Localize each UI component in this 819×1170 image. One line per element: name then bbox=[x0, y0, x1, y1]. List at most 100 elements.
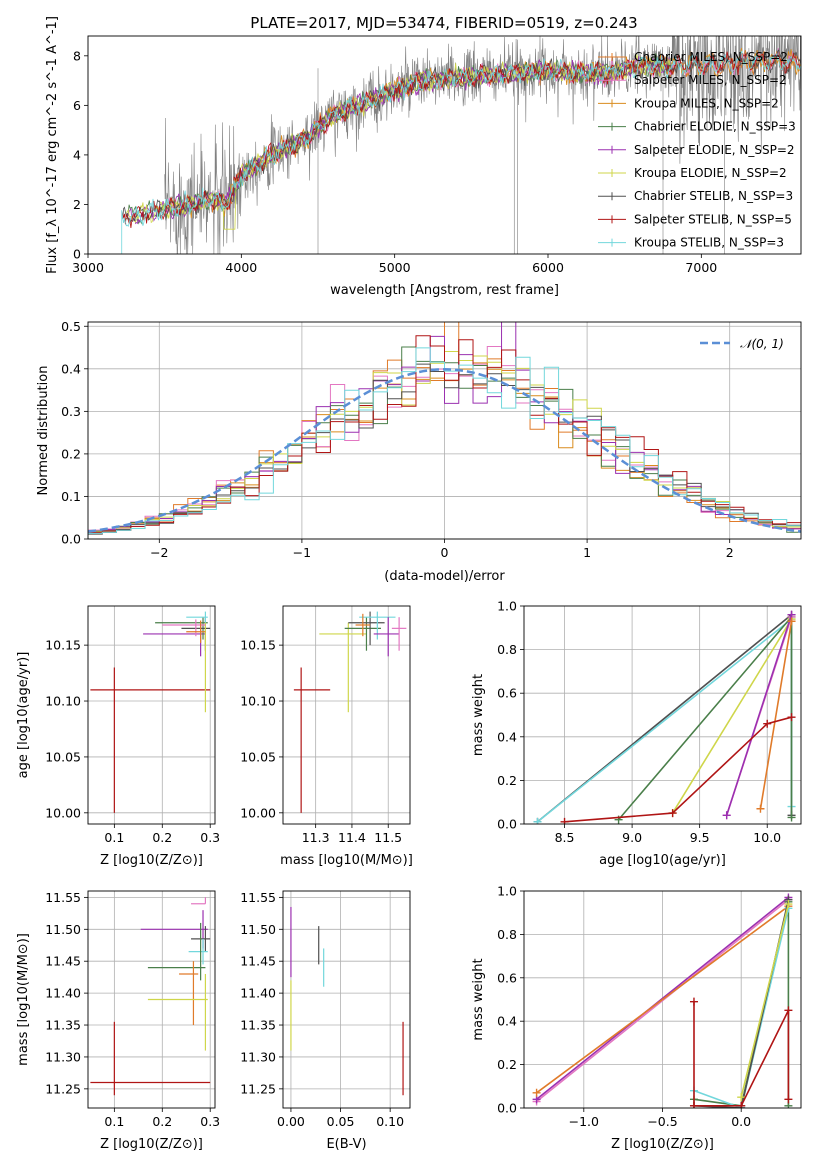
mass-vs-EBV-xtick-label: 0.10 bbox=[376, 1114, 404, 1129]
weight-vs-age-series-point bbox=[787, 813, 796, 822]
spectrum-legend-label: Chabrier MILES, N_SSP=2 bbox=[634, 50, 788, 64]
mass-vs-Z-ytick-label: 11.50 bbox=[45, 922, 81, 937]
weight-vs-age-xtick-label: 8.5 bbox=[555, 830, 575, 845]
residuals-ytick-label: 0.5 bbox=[61, 319, 81, 334]
spectrum-ytick-label: 2 bbox=[73, 197, 81, 212]
weight-vs-Z-series-line bbox=[740, 903, 790, 1098]
weight-vs-age-series-point bbox=[668, 809, 677, 818]
weight-vs-age-plot bbox=[533, 610, 796, 824]
mass-vs-Z-frame bbox=[87, 890, 216, 1109]
weight-vs-age-xtick-label: 9.5 bbox=[690, 830, 710, 845]
residuals-xtick-label: 2 bbox=[726, 545, 734, 560]
weight-vs-Z-ylabel: mass weight bbox=[471, 958, 486, 1040]
weight-vs-age-series-point bbox=[560, 817, 569, 824]
weight-vs-age-ytick-label: 0.2 bbox=[497, 773, 517, 788]
mass-vs-Z-plot bbox=[90, 897, 211, 1096]
mass-vs-EBV-ytick-label: 11.55 bbox=[240, 890, 276, 905]
spectrum-ytick-label: 8 bbox=[73, 48, 81, 63]
spectrum-frame bbox=[87, 35, 802, 255]
mass-vs-EBV-xtick-label: 0.00 bbox=[277, 1114, 305, 1129]
weight-vs-age-series-line bbox=[725, 614, 793, 816]
mass-vs-Z-ytick-label: 11.40 bbox=[45, 986, 81, 1001]
mass-vs-EBV-frame bbox=[282, 890, 411, 1109]
weight-vs-age-series-point bbox=[756, 804, 765, 813]
weight-vs-Z-series-point bbox=[532, 1088, 541, 1097]
spectrum-xtick-label: 7000 bbox=[685, 260, 717, 275]
weight-vs-Z-ytick-label: 1.0 bbox=[497, 884, 517, 899]
residuals-frame bbox=[87, 321, 802, 540]
age-vs-Z-plot bbox=[90, 611, 211, 813]
weight-vs-age-ytick-label: 0.4 bbox=[497, 729, 517, 744]
age-vs-Z-ytick-label: 10.10 bbox=[45, 694, 81, 709]
weight-vs-age-xtick-label: 9.0 bbox=[622, 830, 642, 845]
weight-vs-age-series-point bbox=[787, 713, 796, 722]
residuals-plot bbox=[88, 322, 801, 539]
mass-vs-Z-ytick-label: 11.45 bbox=[45, 954, 81, 969]
age-vs-mass-xtick-label: 11.3 bbox=[302, 830, 330, 845]
age-vs-Z-xtick-label: 0.1 bbox=[104, 830, 124, 845]
spectrum-legend-label: Salpeter ELODIE, N_SSP=2 bbox=[634, 143, 795, 157]
weight-vs-age-series-line bbox=[617, 614, 793, 821]
weight-vs-Z-series-point bbox=[737, 1093, 746, 1102]
residuals-xtick-label: 1 bbox=[583, 545, 591, 560]
weight-vs-Z-series-line bbox=[536, 899, 789, 1103]
age-vs-Z-ytick-label: 10.15 bbox=[45, 638, 81, 653]
spectrum-ytick-label: 6 bbox=[73, 98, 81, 113]
spectrum-legend-label: Chabrier STELIB, N_SSP=3 bbox=[634, 189, 793, 203]
spectrum-xtick-label: 5000 bbox=[379, 260, 411, 275]
age-vs-mass-ytick-label: 10.15 bbox=[240, 638, 276, 653]
weight-vs-age-ytick-label: 0.8 bbox=[497, 642, 517, 657]
weight-vs-Z-ytick-label: 0.8 bbox=[497, 927, 517, 942]
weight-vs-Z-series-point bbox=[784, 900, 793, 909]
age-vs-mass-ytick-label: 10.10 bbox=[240, 694, 276, 709]
mass-vs-EBV-xlabel: E(B-V) bbox=[326, 1137, 366, 1152]
residuals-ytick-label: 0.2 bbox=[61, 446, 81, 461]
residuals-ytick-label: 0.1 bbox=[61, 489, 81, 504]
weight-vs-age-ylabel: mass weight bbox=[471, 674, 486, 756]
residuals-xtick-label: −2 bbox=[150, 545, 168, 560]
weight-vs-Z-plot bbox=[532, 893, 793, 1108]
mass-vs-EBV-xtick-label: 0.05 bbox=[327, 1114, 355, 1129]
weight-vs-age-ytick-label: 1.0 bbox=[497, 599, 517, 614]
mass-vs-Z-ytick-label: 11.30 bbox=[45, 1049, 81, 1064]
mass-vs-Z-xtick-label: 0.2 bbox=[152, 1114, 172, 1129]
weight-vs-Z-xtick-label: −0.5 bbox=[647, 1114, 677, 1129]
mass-vs-EBV-ytick-label: 11.40 bbox=[240, 986, 276, 1001]
age-vs-Z-ytick-label: 10.05 bbox=[45, 749, 81, 764]
spectrum-xtick-label: 3000 bbox=[72, 260, 104, 275]
spectrum-legend-label: Kroupa STELIB, N_SSP=3 bbox=[634, 236, 784, 250]
age-vs-mass-xlabel: mass [log10(M/M⊙)] bbox=[280, 853, 413, 868]
weight-vs-age-ytick-label: 0.0 bbox=[497, 817, 517, 832]
weight-vs-age-xlabel: age [log10(age/yr)] bbox=[599, 853, 726, 868]
spectrum-xtick-label: 4000 bbox=[225, 260, 257, 275]
spectrum-model-line bbox=[121, 51, 801, 228]
weight-vs-age-frame bbox=[523, 605, 802, 825]
weight-vs-Z-series-point bbox=[689, 997, 698, 1006]
spectrum-legend-label: Kroupa ELODIE, N_SSP=2 bbox=[634, 166, 787, 180]
spectrum-axes bbox=[84, 55, 702, 258]
age-vs-Z-frame bbox=[87, 605, 216, 825]
age-vs-Z-xtick-label: 0.3 bbox=[200, 830, 220, 845]
mass-vs-EBV-ytick-label: 11.50 bbox=[240, 922, 276, 937]
mass-vs-Z-xlabel: Z [log10(Z/Z⊙)] bbox=[100, 1137, 203, 1152]
weight-vs-age-xtick-label: 10.0 bbox=[753, 830, 781, 845]
mass-vs-EBV-axes bbox=[279, 891, 410, 1112]
residuals-ytick-label: 0.0 bbox=[61, 532, 81, 547]
mass-vs-EBV-ytick-label: 11.25 bbox=[240, 1081, 276, 1096]
age-vs-mass-ytick-label: 10.00 bbox=[240, 805, 276, 820]
weight-vs-Z-ytick-label: 0.4 bbox=[497, 1014, 517, 1029]
weight-vs-Z-series-point bbox=[784, 1095, 793, 1104]
weight-vs-Z-xlabel: Z [log10(Z/Z⊙)] bbox=[611, 1137, 714, 1152]
mass-vs-Z-ylabel: mass [log10(M/M⊙)] bbox=[16, 933, 31, 1066]
mass-vs-Z-xtick-label: 0.1 bbox=[104, 1114, 124, 1129]
weight-vs-Z-xtick-label: −1.0 bbox=[569, 1114, 599, 1129]
spectrum-ytick-label: 4 bbox=[73, 147, 81, 162]
mass-vs-EBV-ytick-label: 11.45 bbox=[240, 954, 276, 969]
figure-title: PLATE=2017, MJD=53474, FIBERID=0519, z=0… bbox=[250, 14, 637, 32]
residuals-normal-curve bbox=[88, 368, 801, 533]
residuals-legend-label: 𝒩(0, 1) bbox=[740, 337, 784, 351]
spectrum-model-line bbox=[121, 50, 801, 254]
mass-vs-Z-ytick-label: 11.25 bbox=[45, 1081, 81, 1096]
residuals-xlabel: (data-model)/error bbox=[384, 569, 505, 584]
age-vs-Z-ytick-label: 10.00 bbox=[45, 805, 81, 820]
